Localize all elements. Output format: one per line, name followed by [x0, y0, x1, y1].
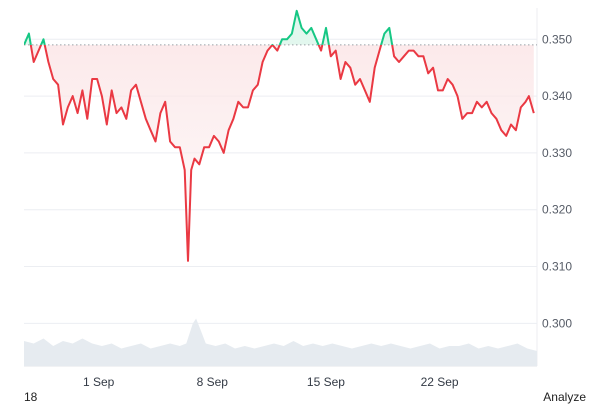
- price-line-below: [24, 44, 535, 262]
- price-fill: [24, 10, 534, 261]
- x-tick-label: 22 Sep: [421, 375, 459, 389]
- y-axis: 0.350 0.340 0.330 0.320 0.310 0.300: [542, 32, 572, 330]
- price-line: [24, 9, 535, 262]
- y-tick-label: 0.330: [542, 146, 572, 160]
- left-edge-label: 18: [24, 390, 38, 404]
- y-tick-label: 0.350: [542, 32, 572, 46]
- x-tick-label: 15 Sep: [307, 375, 345, 389]
- x-tick-label: 8 Sep: [197, 375, 229, 389]
- x-axis: 1 Sep 8 Sep 15 Sep 22 Sep: [83, 375, 459, 389]
- y-tick-label: 0.310: [542, 260, 572, 274]
- volume-series: [24, 318, 537, 366]
- volume-area: [24, 318, 537, 366]
- y-tick-label: 0.300: [542, 316, 572, 330]
- analyze-button[interactable]: Analyze: [543, 390, 586, 404]
- y-tick-label: 0.320: [542, 203, 572, 217]
- below-baseline-fill: [30, 44, 534, 261]
- y-tick-label: 0.340: [542, 89, 572, 103]
- x-tick-label: 1 Sep: [83, 375, 115, 389]
